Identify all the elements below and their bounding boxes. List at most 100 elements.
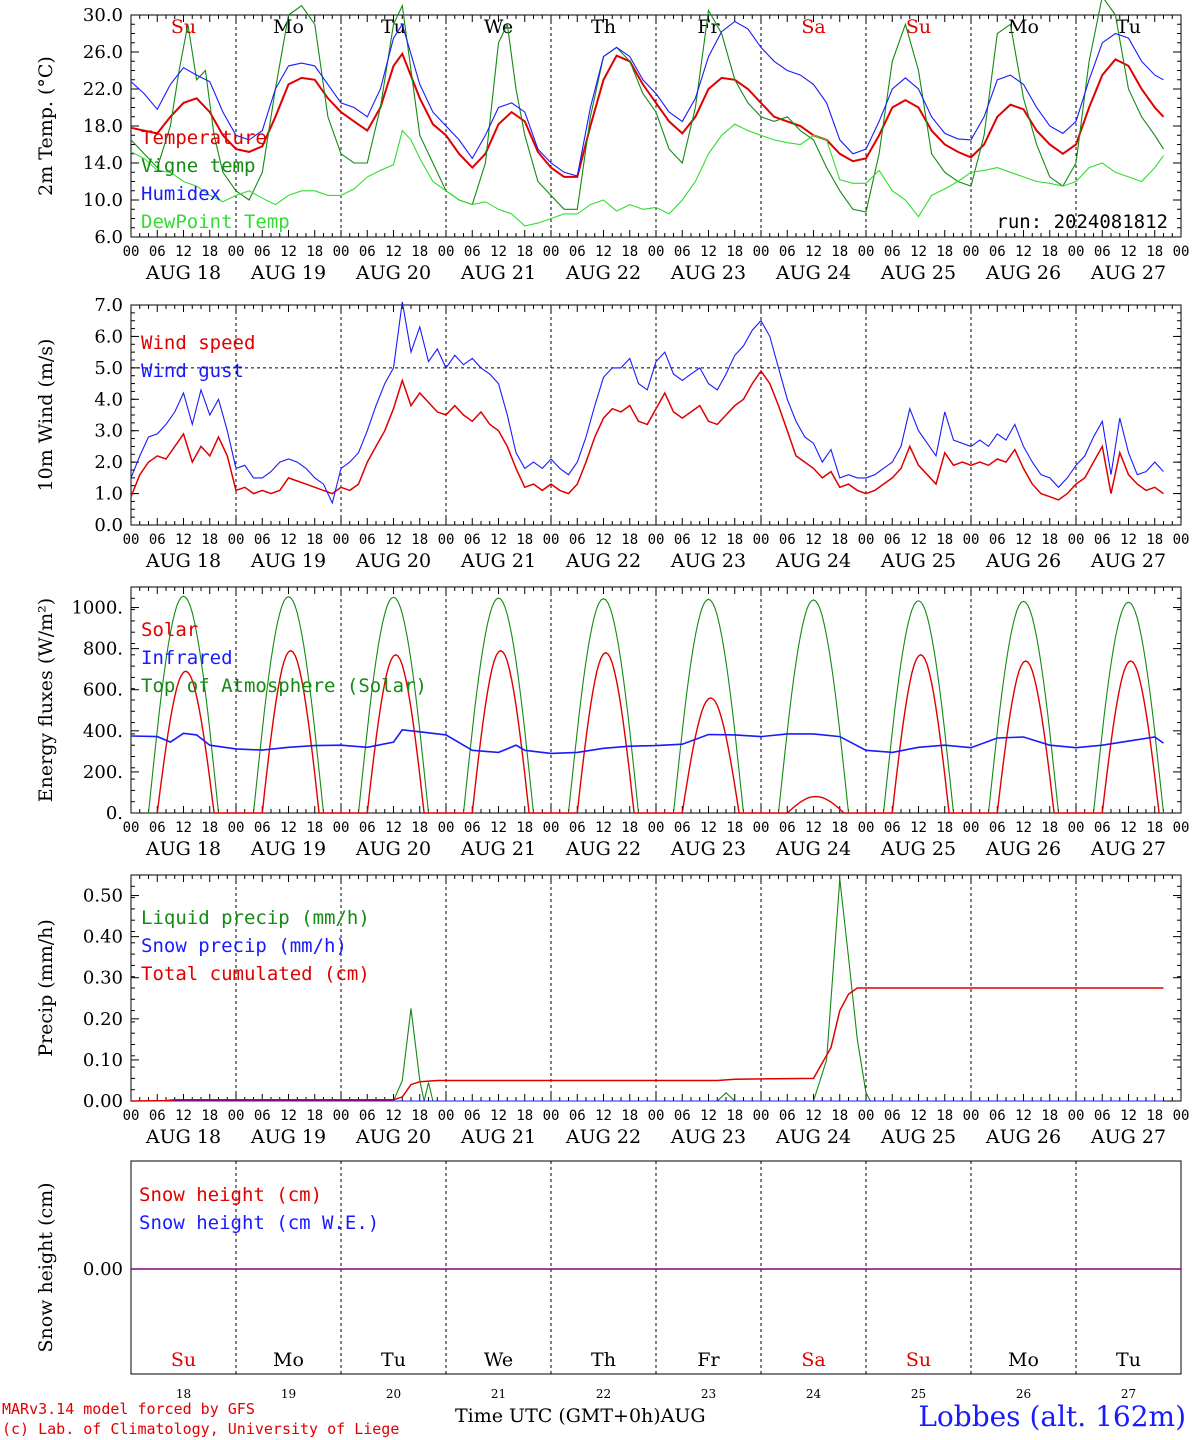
x-tick-label: 00: [963, 820, 980, 836]
time-axis-title: Time UTC (GMT+0h): [455, 1405, 661, 1427]
date-label: AUG 26: [985, 550, 1061, 572]
x-tick-label: 12: [280, 532, 297, 548]
x-tick-label: 18: [936, 820, 953, 836]
x-tick-label: 06: [674, 1108, 691, 1124]
x-tick-label: 06: [254, 244, 271, 260]
time-axis-label: Time UTC (GMT+0h)AUG: [455, 1405, 706, 1427]
x-tick-label: 18: [306, 820, 323, 836]
x-tick-label: 18: [1041, 532, 1058, 548]
x-tick-label: 06: [779, 1108, 796, 1124]
date-label: AUG 21: [460, 1126, 536, 1148]
y-tick-label: 3.0: [94, 421, 123, 442]
date-label: AUG 21: [460, 262, 536, 284]
date-label: AUG 19: [250, 262, 326, 284]
x-tick-label: 12: [490, 532, 507, 548]
series-dewpoint-templine: [130, 123, 1164, 227]
x-tick-label: 00: [753, 1108, 770, 1124]
x-tick-label: 12: [1120, 532, 1137, 548]
x-tick-label: 00: [858, 1108, 875, 1124]
y-tick-label: 0.30: [83, 968, 123, 989]
x-tick-label: 18: [726, 1108, 743, 1124]
x-tick-label: 18: [831, 1108, 848, 1124]
weekday-label: Su: [906, 16, 931, 38]
x-tick-label: 00: [1068, 1108, 1085, 1124]
date-label: AUG 21: [460, 838, 536, 860]
day-number-label: 24: [806, 1387, 822, 1401]
weekday-label: Mo: [273, 16, 304, 38]
y-tick-label: 0.00: [83, 1259, 123, 1280]
y-tick-label: 7.0: [94, 295, 123, 316]
x-tick-label: 06: [674, 820, 691, 836]
x-tick-label: 12: [175, 1108, 192, 1124]
x-tick-label: 00: [333, 244, 350, 260]
x-tick-label: 00: [228, 1108, 245, 1124]
day-number-label: 25: [911, 1387, 926, 1401]
legend-entry: Wind gust: [141, 360, 244, 382]
x-tick-label: 12: [1120, 244, 1137, 260]
x-tick-label: 12: [805, 244, 822, 260]
x-tick-label: 06: [674, 244, 691, 260]
date-label: AUG 27: [1090, 262, 1166, 284]
x-tick-label: 00: [1173, 820, 1190, 836]
legend-entry: Humidex: [141, 183, 221, 205]
date-label: AUG 22: [565, 262, 641, 284]
x-tick-label: 18: [726, 532, 743, 548]
x-tick-label: 18: [411, 820, 428, 836]
date-label: AUG 27: [1090, 1126, 1166, 1148]
x-tick-label: 12: [595, 244, 612, 260]
x-tick-label: 12: [805, 820, 822, 836]
x-tick-label: 00: [543, 820, 560, 836]
y-axis-label: Precip (mm/h): [35, 919, 57, 1057]
legend-entry: Infrared: [141, 647, 233, 669]
x-tick-label: 18: [306, 244, 323, 260]
x-tick-label: 18: [1146, 244, 1163, 260]
x-tick-label: 06: [884, 820, 901, 836]
x-tick-label: 00: [1068, 532, 1085, 548]
x-tick-label: 06: [989, 1108, 1006, 1124]
day-number-label: 19: [281, 1387, 296, 1401]
x-tick-label: 12: [280, 244, 297, 260]
x-tick-label: 12: [490, 1108, 507, 1124]
x-tick-label: 00: [858, 820, 875, 836]
x-tick-label: 18: [201, 244, 218, 260]
x-tick-label: 12: [700, 532, 717, 548]
x-tick-label: 06: [359, 532, 376, 548]
station-name: Lobbes (alt. 162m): [918, 1400, 1186, 1433]
x-tick-label: 00: [123, 1108, 140, 1124]
x-tick-label: 18: [831, 244, 848, 260]
date-label: AUG 18: [145, 838, 221, 860]
x-tick-label: 12: [1015, 820, 1032, 836]
x-tick-label: 12: [175, 532, 192, 548]
x-tick-label: 06: [359, 1108, 376, 1124]
x-tick-label: 18: [936, 1108, 953, 1124]
y-tick-label: 0.50: [83, 886, 123, 907]
x-tick-label: 18: [516, 244, 533, 260]
x-tick-label: 06: [1094, 244, 1111, 260]
series-vigne-templine: [130, 0, 1164, 213]
weekday-label: Tu: [1116, 1349, 1141, 1371]
x-tick-label: 00: [1173, 244, 1190, 260]
x-tick-label: 06: [1094, 532, 1111, 548]
day-number-label: 23: [701, 1387, 716, 1401]
y-tick-label: 22.0: [83, 79, 123, 100]
x-tick-label: 00: [123, 532, 140, 548]
x-tick-label: 06: [1094, 1108, 1111, 1124]
date-label: AUG 25: [880, 550, 956, 572]
weekday-label: Tu: [381, 1349, 406, 1371]
x-tick-label: 12: [385, 244, 402, 260]
date-label: AUG 19: [250, 838, 326, 860]
weekday-label: Mo: [1008, 1349, 1039, 1371]
x-tick-label: 18: [201, 532, 218, 548]
x-tick-label: 12: [595, 1108, 612, 1124]
x-tick-label: 12: [280, 1108, 297, 1124]
x-tick-label: 06: [989, 532, 1006, 548]
x-tick-label: 18: [936, 532, 953, 548]
x-tick-label: 12: [385, 820, 402, 836]
series-temperatureline: [130, 51, 1165, 178]
x-tick-label: 18: [831, 532, 848, 548]
x-tick-label: 06: [779, 244, 796, 260]
x-tick-label: 06: [1094, 820, 1111, 836]
x-tick-label: 00: [438, 532, 455, 548]
date-label: AUG 24: [775, 550, 851, 572]
